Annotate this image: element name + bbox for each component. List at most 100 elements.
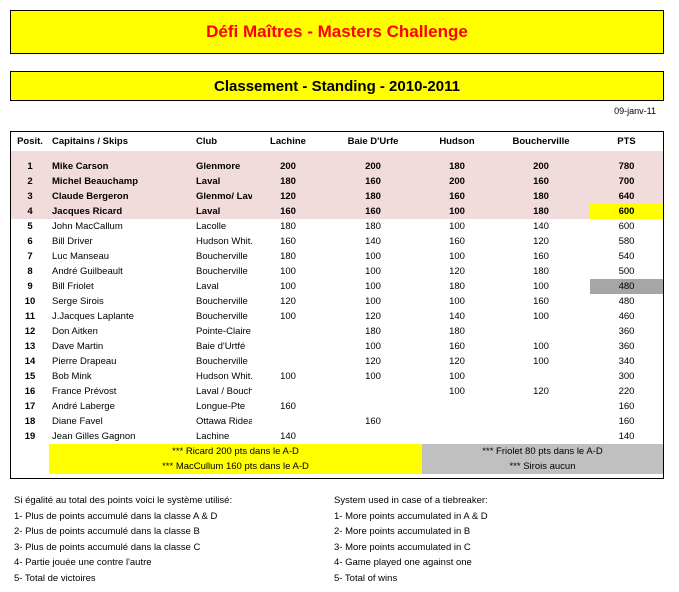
lachine-cell (252, 384, 324, 399)
boucherville-cell: 120 (533, 386, 549, 397)
header-skips: Capitains / Skips (52, 136, 129, 147)
pts-cell: 160 (618, 401, 635, 412)
hudson-cell: 100 (449, 386, 465, 397)
baie-cell: 100 (365, 266, 381, 277)
club-cell: Boucherville (196, 251, 248, 262)
hudson-cell (422, 414, 492, 429)
tiebreak-en-item: 1- More points accumulated in A & D (334, 510, 488, 522)
lachine-cell: 120 (280, 296, 296, 307)
note-row: *** Ricard 200 pts dans le A-D *** Friol… (11, 444, 663, 459)
table-row: 4 Jacques Ricard Laval 160 160 100 180 600 (11, 204, 663, 219)
pts-cell: 360 (618, 341, 635, 352)
skip-cell: J.Jacques Laplante (52, 311, 134, 322)
baie-cell: 140 (365, 236, 381, 247)
skip-cell: France Prévost (52, 386, 117, 397)
pts-cell: 480 (590, 279, 663, 294)
note-maccullum: *** MacCullum 160 pts dans le A-D (49, 459, 422, 474)
club-cell: Longue-Pte (196, 401, 246, 412)
skip-cell: Claude Bergeron (49, 189, 164, 204)
header-pts: PTS (617, 136, 636, 147)
pts-cell: 360 (618, 326, 635, 337)
note-row: *** MacCullum 160 pts dans le A-D *** Si… (11, 459, 663, 474)
table-row: 10 Serge Sirois Boucherville 120 100 100 160 48… (11, 294, 663, 309)
lachine-cell: 160 (280, 236, 296, 247)
tiebreak-fr-item: 5- Total de victoires (14, 572, 96, 584)
header-lachine: Lachine (270, 136, 306, 147)
header-row: Posit. Capitains / Skips Club Lachine Ba… (11, 132, 663, 151)
club-cell: Boucherville (196, 311, 248, 322)
baie-cell (324, 429, 422, 444)
pts-cell: 700 (590, 174, 663, 189)
baie-cell: 160 (324, 204, 422, 219)
pts-cell: 600 (618, 221, 635, 232)
lachine-cell: 140 (280, 431, 296, 442)
baie-cell: 100 (365, 251, 381, 262)
table-row: 6 Bill Driver Hudson Whit. 160 140 160 120 580 (11, 234, 663, 249)
posit-cell: 15 (24, 371, 36, 382)
table-row: 14 Pierre Drapeau Boucherville 120 120 100 340 (11, 354, 663, 369)
hudson-cell: 120 (449, 356, 465, 367)
lachine-cell (252, 354, 324, 369)
skip-cell: Luc Manseau (52, 251, 110, 262)
club-cell: Hudson Whit. (196, 371, 252, 382)
boucherville-cell: 100 (533, 356, 549, 367)
standing-title: Classement - Standing - 2010-2011 (10, 71, 664, 101)
table-row: 1 Mike Carson Glenmore 200 200 180 200 780 (11, 159, 663, 174)
baie-cell: 100 (365, 296, 381, 307)
club-cell: Baie d'Urtfé (196, 341, 246, 352)
skip-cell: Pierre Drapeau (52, 356, 117, 367)
lachine-cell (252, 414, 324, 429)
boucherville-cell: 160 (533, 296, 549, 307)
note-ricard: *** Ricard 200 pts dans le A-D (49, 444, 422, 459)
pts-cell: 500 (618, 266, 635, 277)
table-row: 15 Bob Mink Hudson Whit. 100 100 100 300 (11, 369, 663, 384)
tiebreak-fr-item: 1- Plus de points accumulé dans la class… (14, 510, 218, 522)
table-row: 8 André Guilbeault Boucherville 100 100 120 18… (11, 264, 663, 279)
skip-cell: Serge Sirois (52, 296, 104, 307)
tiebreak-fr-item: 2- Plus de points accumulé dans la class… (14, 526, 200, 537)
hudson-cell: 100 (422, 204, 492, 219)
hudson-cell: 160 (449, 236, 465, 247)
baie-cell (324, 399, 422, 414)
lachine-cell: 100 (280, 281, 296, 292)
boucherville-cell (492, 399, 590, 414)
pts-cell: 540 (618, 251, 635, 262)
skip-cell: Jacques Ricard (49, 204, 164, 219)
table-row: 12 Don Aitken Pointe-Claire 180 180 360 (11, 324, 663, 339)
pts-cell: 340 (618, 356, 635, 367)
pts-cell: 460 (618, 311, 635, 322)
table-row: 9 Bill Friolet Laval 100 100 180 100 480 (11, 279, 663, 294)
note-friolet: *** Friolet 80 pts dans le A-D (422, 444, 663, 459)
tiebreak-fr-item: 3- Plus de points accumulé dans la class… (14, 541, 201, 553)
posit-cell: 6 (27, 236, 33, 247)
pts-cell: 140 (618, 431, 635, 442)
hudson-cell: 100 (449, 251, 465, 262)
club-cell: Laval (164, 174, 252, 189)
boucherville-cell: 120 (533, 236, 549, 247)
tiebreak-en-item: 5- Total of wins (334, 572, 398, 584)
table-row: 7 Luc Manseau Boucherville 180 100 100 160 540 (11, 249, 663, 264)
header-boucherville: Boucherville (512, 136, 570, 147)
lachine-cell: 160 (252, 204, 324, 219)
hudson-cell: 180 (449, 326, 465, 337)
table-row: 11 J.Jacques Laplante Boucherville 100 120 14… (11, 309, 663, 324)
club-cell: Boucherville (196, 356, 248, 367)
hudson-cell (422, 399, 492, 414)
lachine-cell: 160 (280, 401, 296, 412)
posit-cell: 14 (24, 356, 36, 367)
posit-cell: 8 (27, 266, 33, 277)
hudson-cell: 160 (422, 189, 492, 204)
posit-cell: 9 (27, 281, 33, 292)
baie-cell: 200 (324, 159, 422, 174)
posit-cell: 11 (24, 311, 36, 322)
hudson-cell: 120 (449, 266, 465, 277)
table-row: 16 France Prévost Laval / Boucher 100 120 220 (11, 384, 663, 399)
header-posit: Posit. (17, 136, 43, 147)
boucherville-cell: 100 (533, 281, 549, 292)
skip-cell: Don Aitken (52, 326, 98, 337)
pts-cell: 220 (618, 386, 635, 397)
boucherville-cell: 180 (533, 266, 549, 277)
skip-cell: John MacCallum (52, 221, 123, 232)
baie-cell: 180 (365, 326, 381, 337)
hudson-cell: 200 (422, 174, 492, 189)
